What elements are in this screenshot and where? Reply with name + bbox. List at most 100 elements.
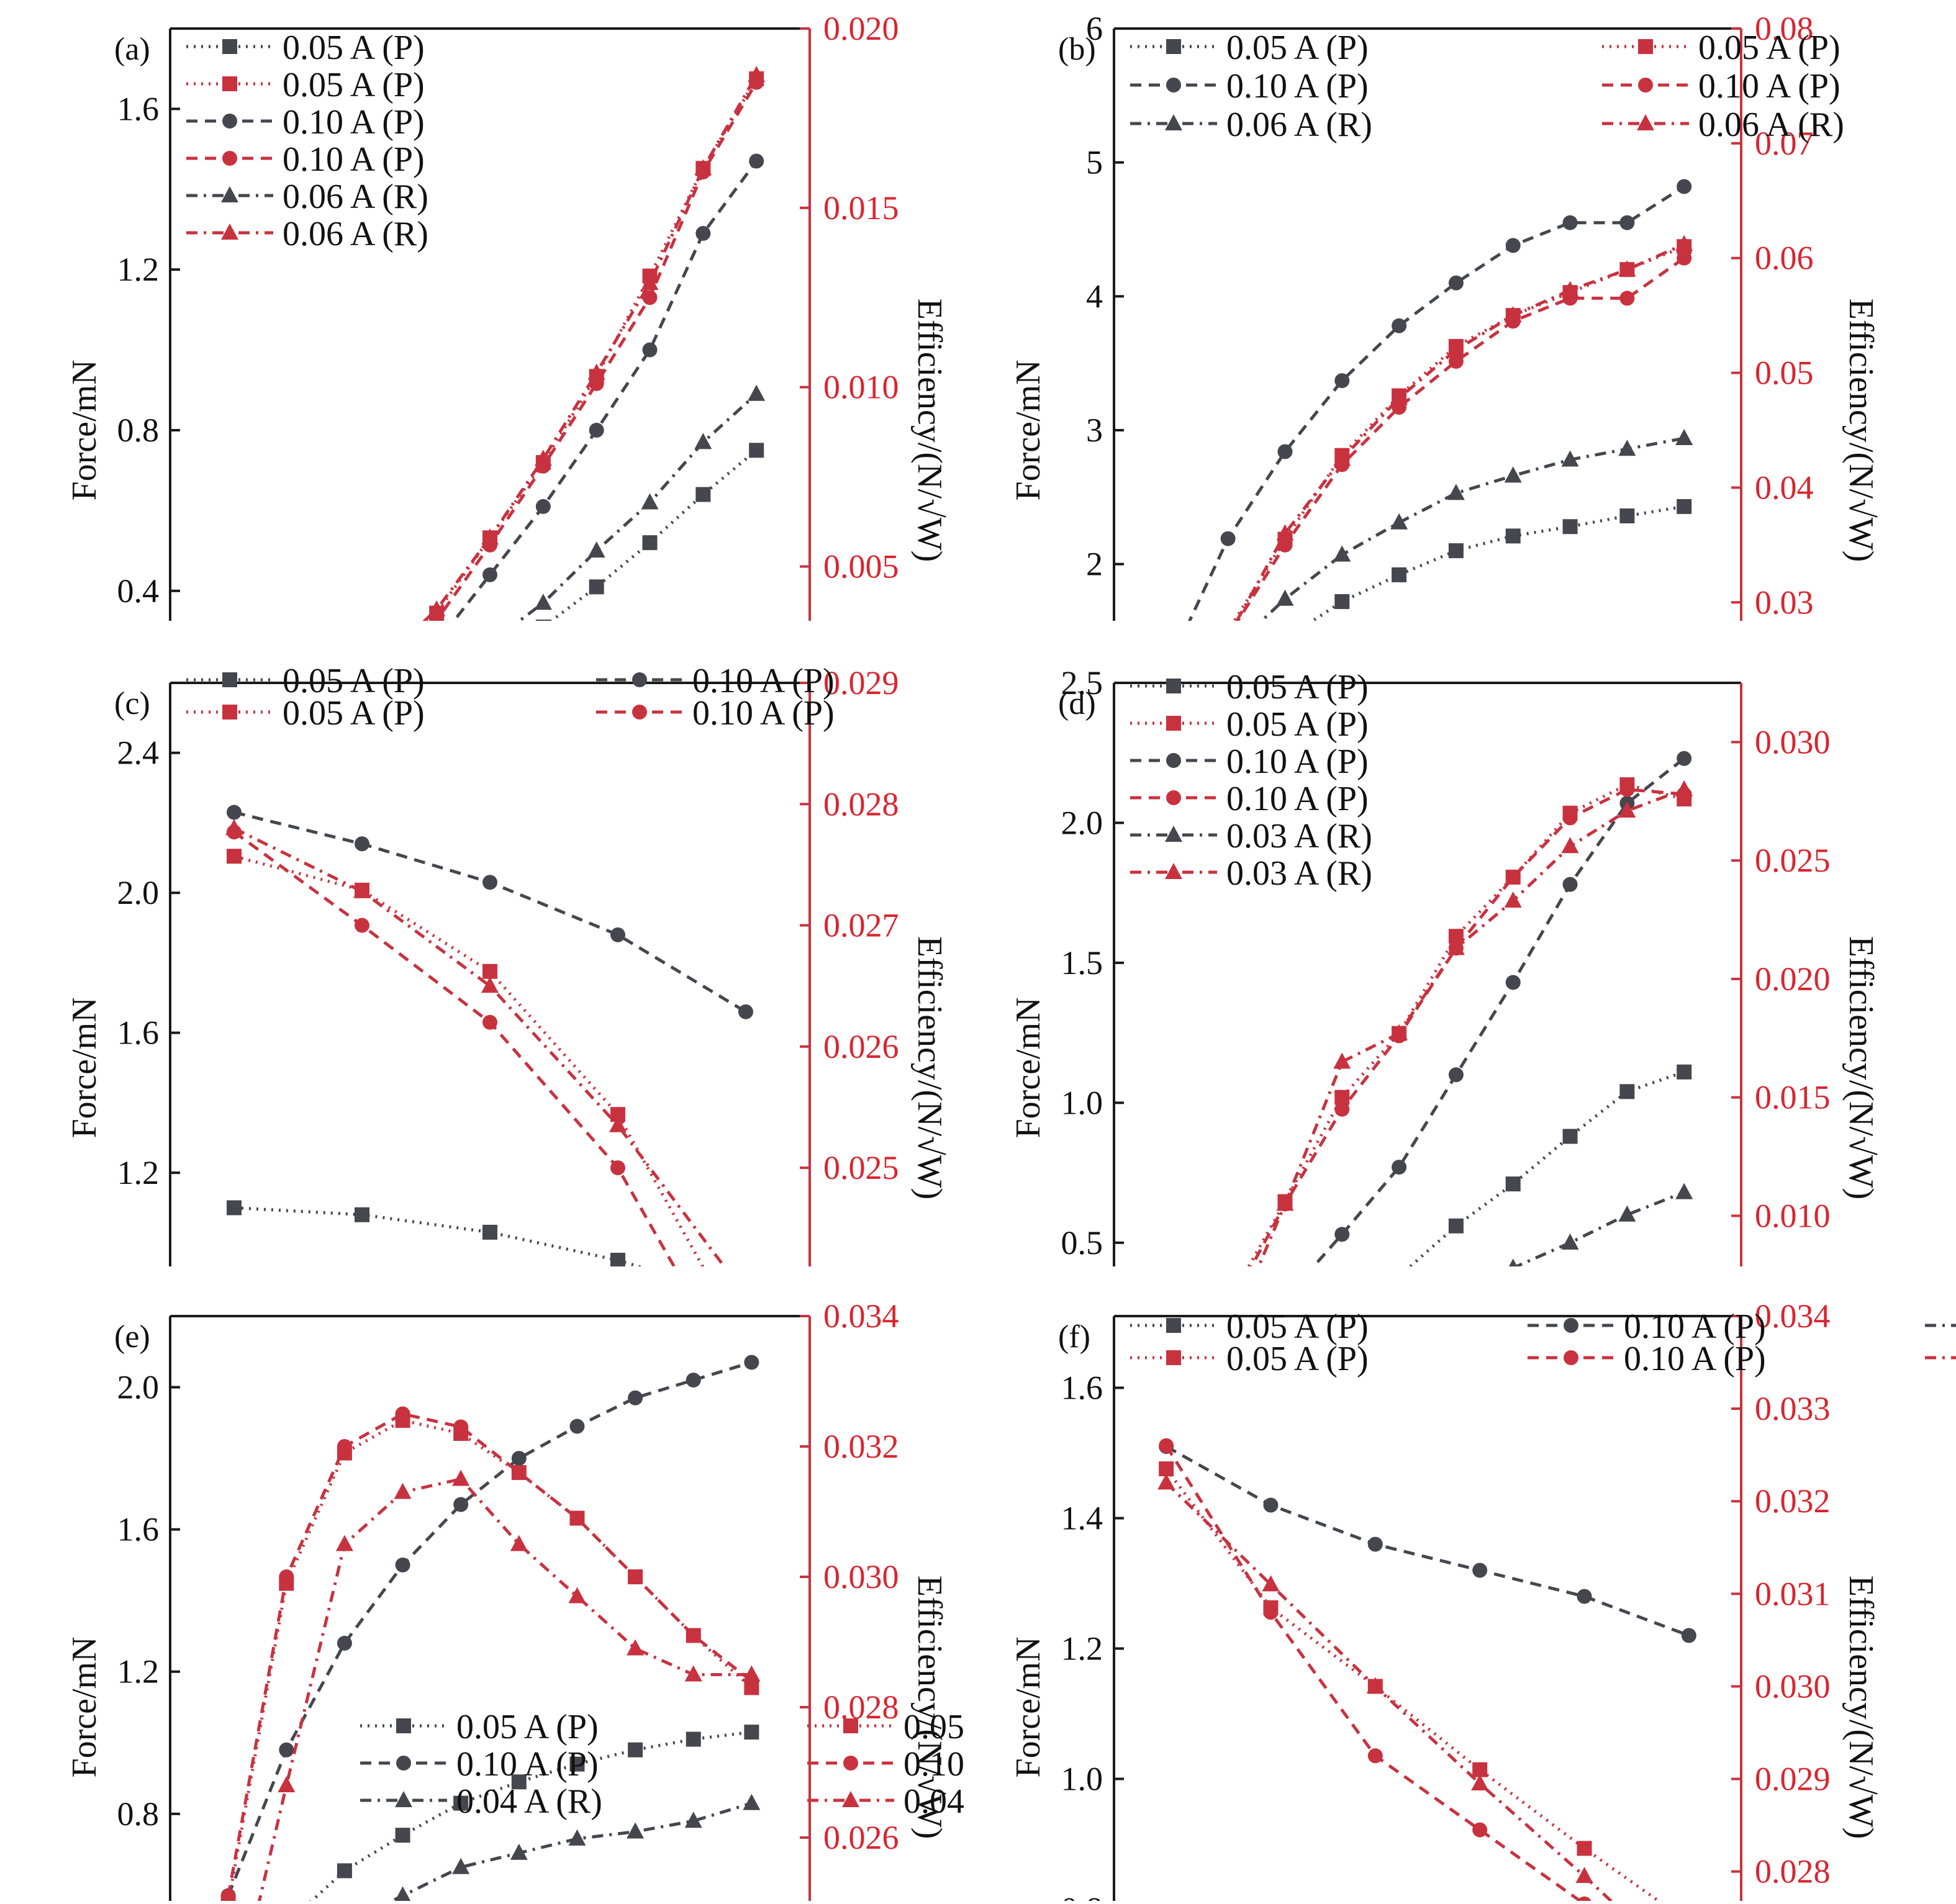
legend-label: 0.10 A (P) [903,1745,969,1784]
data-point-circle [610,927,625,942]
data-point-triangle [1276,524,1294,541]
legend-item: 0.05 A (P) [186,694,425,733]
panel-c: (c)0.20.40.60.81.00.40.81.21.62.02.40.02… [0,621,1248,1554]
y2-tick-label: 0.027 [823,907,899,944]
legend-item: 0.06 A (R) [186,215,428,253]
y2-tick-label: 0.029 [1755,1761,1831,1798]
data-point-square [695,487,711,502]
series-line [233,854,748,1345]
legend-marker-triangle [1165,863,1182,879]
y-axis-label: Force/mN [65,997,104,1138]
data-point-circle [511,1465,527,1480]
legend-marker-circle [1638,78,1653,92]
series-line [1169,783,1685,1394]
data-point-circle [569,1510,585,1526]
data-point-circle [337,1439,352,1454]
y2-axis-label: Efficiency/(N/√W) [1842,1576,1880,1839]
data-point-circle [1334,1227,1350,1242]
series-0-06-a-r--right [1162,235,1693,770]
data-point-circle [227,805,242,820]
data-point-square [1448,543,1464,559]
data-point-triangle [1504,891,1522,908]
data-point-square [1577,1841,1592,1856]
y-axis-label: Force/mN [1009,359,1048,500]
data-point-triangle [1157,1473,1175,1490]
data-point-triangle [1447,484,1465,500]
data-point-triangle [1675,1183,1693,1199]
data-point-circle [1577,1589,1592,1604]
y-tick-label: 2.0 [117,1369,160,1406]
legend-item: 0.10 A (P) [1130,742,1369,781]
y2-tick-label: 0.07 [1755,125,1814,162]
data-point-circle [642,342,658,358]
legend: 0.05 A (P)0.05 A (P)0.10 A (P)0.10 A (P)… [186,29,428,253]
legend: 0.05 A (P)0.05 A (P)0.10 A (P)0.10 A (P)… [1130,29,1844,144]
legend-marker-square [222,39,237,54]
data-point-square [1562,1129,1578,1144]
data-point-triangle [1333,449,1351,466]
y-tick-label: 6 [1086,10,1103,47]
y-tick-label: 2.0 [1061,804,1103,841]
data-point-circle [535,499,551,514]
series-line [1165,1481,1617,1904]
data-point-square [355,1207,369,1222]
data-point-triangle [1618,1205,1636,1222]
data-point-square [1505,1176,1521,1192]
legend-label: 0.10 A (P) [283,140,425,179]
data-point-circle [738,1004,753,1019]
data-point-circle [482,1014,497,1030]
data-point-triangle [1618,260,1636,277]
series-0-10-a-p--left [1159,1439,1696,1643]
legend-label: 0.05 A (P) [283,694,425,733]
legend-label: 0.05 A (P) [903,1708,969,1746]
legend-marker-square [1166,679,1181,693]
y2-tick-label: 0.030 [1755,1667,1831,1705]
data-point-circle [1277,537,1293,553]
legend-label: 0.06 A (R) [1698,106,1844,144]
legend-marker-circle [1564,1318,1578,1333]
series-0-05-a-p--left [1163,1064,1692,1385]
data-point-triangle [1675,428,1693,445]
series-0-04-a-r--right [1157,1473,1617,1904]
data-point-circle [453,1497,469,1512]
series-line [227,1412,753,1897]
legend-marker-circle [1166,753,1181,768]
data-point-triangle [394,1482,412,1499]
series-0-06-a-r--left [1162,428,1693,739]
series-0-05-a-p--right [227,849,753,1351]
series-0-05-a-p--left [227,1200,753,1306]
y-tick-label: 1.6 [117,1511,160,1548]
data-point-triangle [609,1116,627,1132]
y2-tick-label: 0.034 [823,1297,899,1335]
panel-label: (b) [1058,32,1096,67]
legend-label: 0.10 A (P) [692,662,835,700]
panel-label: (d) [1058,686,1096,721]
legend-marker-triangle [842,1791,859,1807]
legend-label: 0.10 A (P) [1698,67,1841,106]
legend-label: 0.03 A (R) [1226,817,1372,855]
data-point-circle [1159,1438,1174,1453]
y2-tick-label: 0.034 [1755,1297,1831,1335]
data-point-circle [1619,782,1635,797]
data-point-triangle [534,593,552,610]
data-point-triangle [353,882,371,898]
data-point-triangle [1333,1052,1351,1069]
legend-marker-square [843,1718,858,1733]
series-0-10-a-p--left [227,805,753,1019]
data-point-triangle [568,1829,586,1846]
data-point-triangle [748,384,766,401]
legend-marker-square [222,76,237,91]
data-point-circle [1577,1896,1592,1904]
data-point-triangle [743,1793,761,1810]
data-point-circle [355,836,369,852]
data-point-triangle [1618,801,1636,818]
legend-item: 0.10 A (P) [1528,1340,1766,1378]
legend-item: 0.05 A (P) [1130,668,1369,706]
y2-tick-label: 0.005 [823,548,899,585]
data-point-circle [1505,975,1521,990]
data-point-circle [453,1419,469,1435]
data-point-circle [1448,1067,1464,1083]
chart-c: (c)0.20.40.60.81.00.40.81.21.62.02.40.02… [65,662,1248,1554]
data-point-square [227,849,242,864]
series-line [1165,1445,1587,1904]
